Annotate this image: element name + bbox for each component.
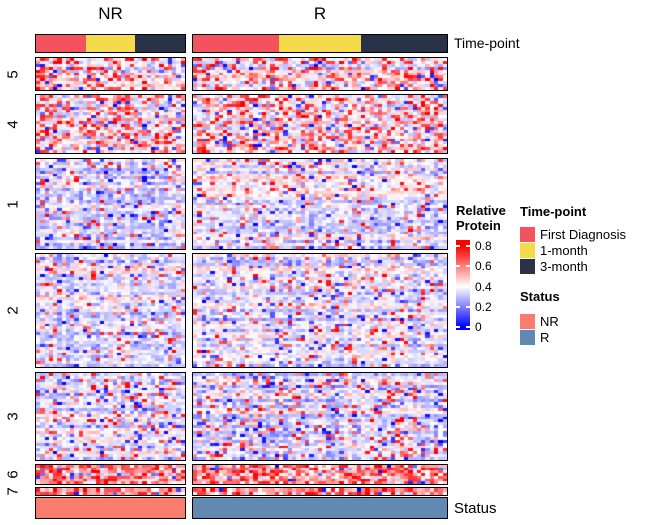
status-legend-swatch-r [520,330,535,345]
row-cluster-label-4: 4 [0,94,26,154]
heat-legend-title-line1: Relative [456,203,506,218]
status-annotation-bar-r [192,497,448,519]
colorbar-tick-label-0.4: 0.4 [475,279,492,294]
heatmap-block-5-nr [35,57,186,91]
timepoint-segment-3-month [361,35,447,52]
row-cluster-label-text: 2 [4,306,22,315]
heatmap-cells-7-r [193,488,447,495]
heatmap-block-1-r [192,158,448,250]
heatmap-cells-1-nr [36,159,185,249]
colorbar-tick-dash [466,245,470,248]
colorbar-tick-dash [456,265,460,268]
timepoint-legend-title: Time-point [520,204,587,219]
colorbar-tick-dash [456,245,460,248]
heatmap-cells-2-r [193,254,447,367]
colorbar-tick-dash [456,285,460,288]
colorbar-tick-label-0.8: 0.8 [475,239,492,254]
heat-legend-title: Relative Protein [456,203,506,233]
status-legend-title: Status [520,289,560,304]
row-cluster-label-text: 3 [4,412,22,421]
heatmap-cells-3-nr [36,373,185,460]
status-legend-label-nr: NR [540,314,559,329]
timepoint-legend-swatch-1-month [520,243,535,258]
colorbar-tick-dash [466,285,470,288]
heatmap-cells-4-r [193,95,447,153]
row-cluster-label-7: 7 [0,487,26,496]
heat-legend-colorbar [456,240,470,330]
timepoint-annotation-bar-nr [35,34,186,53]
timepoint-legend-label-1-month: 1-month [540,243,588,258]
timepoint-annotation-bar-r [192,34,448,53]
heatmap-cells-6-nr [36,465,185,484]
row-cluster-label-text: 5 [4,69,22,79]
heatmap-block-3-r [192,372,448,461]
heatmap-block-2-r [192,253,448,368]
heatmap-cells-5-nr [36,58,185,90]
heatmap-cells-4-nr [36,95,185,153]
status-legend-swatch-nr [520,314,535,329]
colorbar-tick-dash [456,305,460,308]
status-annotation-bar-nr [35,497,186,519]
heatmap-cells-3-r [193,373,447,460]
timepoint-segment-first-diagnosis [36,35,86,52]
timepoint-legend-label-first-diagnosis: First Diagnosis [540,227,626,242]
heatmap-cells-6-r [193,465,447,484]
timepoint-segment-3-month [135,35,185,52]
column-title-nr: NR [98,4,123,23]
heatmap-block-4-nr [35,94,186,154]
heatmap-cells-5-r [193,58,447,90]
row-cluster-label-text: 4 [4,119,22,129]
heatmap-block-6-nr [35,464,186,485]
colorbar-tick-dash [456,326,460,329]
heatmap-block-4-r [192,94,448,154]
colorbar-tick-label-0.6: 0.6 [475,259,492,274]
timepoint-segment-1-month [278,35,362,52]
row-cluster-label-text: 1 [4,199,22,209]
timepoint-legend-label-3-month: 3-month [540,259,588,274]
timepoint-legend-swatch-3-month [520,259,535,274]
heatmap-cells-1-r [193,159,447,249]
row-cluster-label-text: 7 [4,487,22,496]
colorbar-tick-label-0: 0 [475,320,482,335]
heatmap-cells-2-nr [36,254,185,367]
row-cluster-label-5: 5 [0,57,26,91]
colorbar-tick-dash [466,326,470,329]
heatmap-block-5-r [192,57,448,91]
column-title-r: R [313,4,327,23]
timepoint-segment-first-diagnosis [193,35,279,52]
heatmap-block-2-nr [35,253,186,368]
heatmap-cells-7-nr [36,488,185,495]
heatmap-block-7-nr [35,487,186,496]
heatmap-block-7-r [192,487,448,496]
heat-legend-title-line2: Protein [456,218,501,233]
timepoint-annotation-label: Time-point [454,35,520,51]
timepoint-legend-swatch-first-diagnosis [520,227,535,242]
colorbar-tick-dash [466,265,470,268]
heatmap-block-3-nr [35,372,186,461]
colorbar-tick-label-0.2: 0.2 [475,299,492,314]
status-annotation-label: Status [454,500,497,517]
timepoint-segment-1-month [85,35,136,52]
heatmap-block-6-r [192,464,448,485]
row-cluster-label-1: 1 [0,158,26,250]
colorbar-tick-dash [466,305,470,308]
row-cluster-label-3: 3 [0,372,26,461]
status-legend-label-r: R [540,330,550,345]
heatmap-block-1-nr [35,158,186,250]
row-cluster-label-text: 6 [4,470,22,479]
row-cluster-label-2: 2 [0,253,26,368]
row-cluster-label-6: 6 [0,464,26,485]
